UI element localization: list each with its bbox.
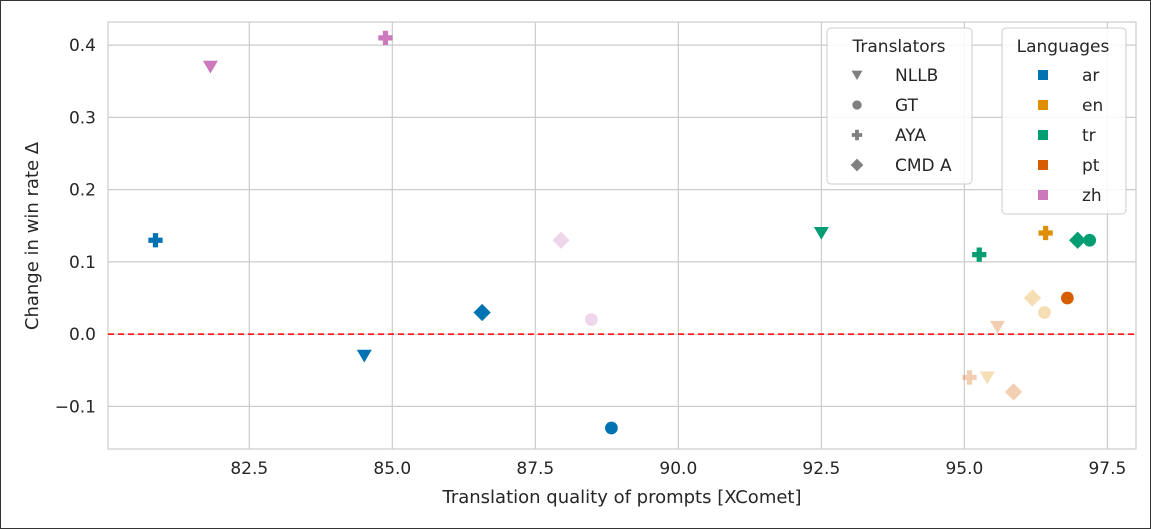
y-axis-label: Change in win rate Δ <box>22 141 43 330</box>
plot-area <box>107 21 1137 450</box>
legend-label: ar <box>1082 66 1099 86</box>
legend-label: en <box>1082 96 1103 116</box>
point-pt-aya <box>962 370 977 385</box>
languages-legend: Languages ar en tr pt zh <box>1001 27 1127 215</box>
point-zh-gt <box>585 313 598 327</box>
point-tr-gt <box>1083 233 1097 247</box>
legend-marker-plus-icon <box>851 129 863 141</box>
point-en-aya <box>1038 225 1053 241</box>
legend-label: GT <box>895 96 919 116</box>
legend-title: Translators <box>852 37 946 57</box>
x-axis-label: Translation quality of prompts [XComet] <box>441 487 801 508</box>
point-ar-aya <box>148 233 163 248</box>
point-ar-gt <box>605 421 618 435</box>
legend-label: tr <box>1082 126 1096 146</box>
translators-legend: Translators NLLB GT AYA CMD A <box>826 27 973 185</box>
point-pt-nllb <box>990 320 1006 334</box>
y-tick-label: 0.1 <box>69 253 96 273</box>
legend-swatch-zh-icon <box>1038 190 1048 200</box>
point-pt-gt <box>1060 291 1074 305</box>
legend-swatch-tr-icon <box>1038 130 1048 140</box>
point-tr-cmd-a <box>1069 231 1087 249</box>
x-tick-label: 92.5 <box>802 459 840 479</box>
legend-swatch-ar-icon <box>1038 70 1048 80</box>
point-pt-cmd-a <box>1004 383 1023 401</box>
grid <box>108 22 1136 449</box>
legend-label: pt <box>1082 156 1100 176</box>
legend-title: Languages <box>1017 37 1110 57</box>
legend-label: CMD A <box>895 156 952 176</box>
x-tick-label: 82.5 <box>230 459 268 479</box>
point-en-cmd-a <box>1023 289 1042 307</box>
x-tick-label: 85.0 <box>373 459 411 479</box>
point-en-gt <box>1038 306 1051 319</box>
data-points <box>148 30 1097 435</box>
y-tick-label: 0.2 <box>69 181 96 201</box>
x-tick-label: 97.5 <box>1088 459 1126 479</box>
legend-box <box>1001 27 1127 215</box>
legend-marker-diamond-icon <box>850 158 864 172</box>
legend-box <box>826 27 973 185</box>
point-zh-nllb <box>202 60 218 74</box>
point-en-nllb <box>979 371 995 385</box>
y-tick-label: −0.1 <box>55 397 96 417</box>
point-tr-nllb <box>813 226 829 240</box>
point-tr-aya <box>972 247 987 262</box>
x-tick-label: 87.5 <box>516 459 554 479</box>
point-zh-aya <box>378 30 393 46</box>
legend-marker-triangle-down-icon <box>851 70 863 80</box>
x-tick-label: 90.0 <box>659 459 697 479</box>
y-tick-label: 0.4 <box>69 36 96 56</box>
y-tick-label: 0.0 <box>69 325 96 345</box>
legend-swatch-en-icon <box>1038 100 1048 110</box>
legend-swatch-pt-icon <box>1038 160 1048 170</box>
legend-marker-circle-icon <box>852 100 862 110</box>
y-tick-label: 0.3 <box>69 108 96 128</box>
point-zh-cmd-a <box>552 231 570 249</box>
legend-label: zh <box>1082 186 1102 206</box>
tick-labels: 82.5 85.0 87.5 90.0 92.5 95.0 97.5 −0.1 0.0 0.1 0.… <box>55 36 1127 479</box>
point-ar-nllb <box>356 349 372 363</box>
x-tick-label: 95.0 <box>945 459 983 479</box>
legend-label: AYA <box>895 126 926 146</box>
point-ar-cmd-a <box>473 303 491 322</box>
legend-label: NLLB <box>895 66 938 86</box>
